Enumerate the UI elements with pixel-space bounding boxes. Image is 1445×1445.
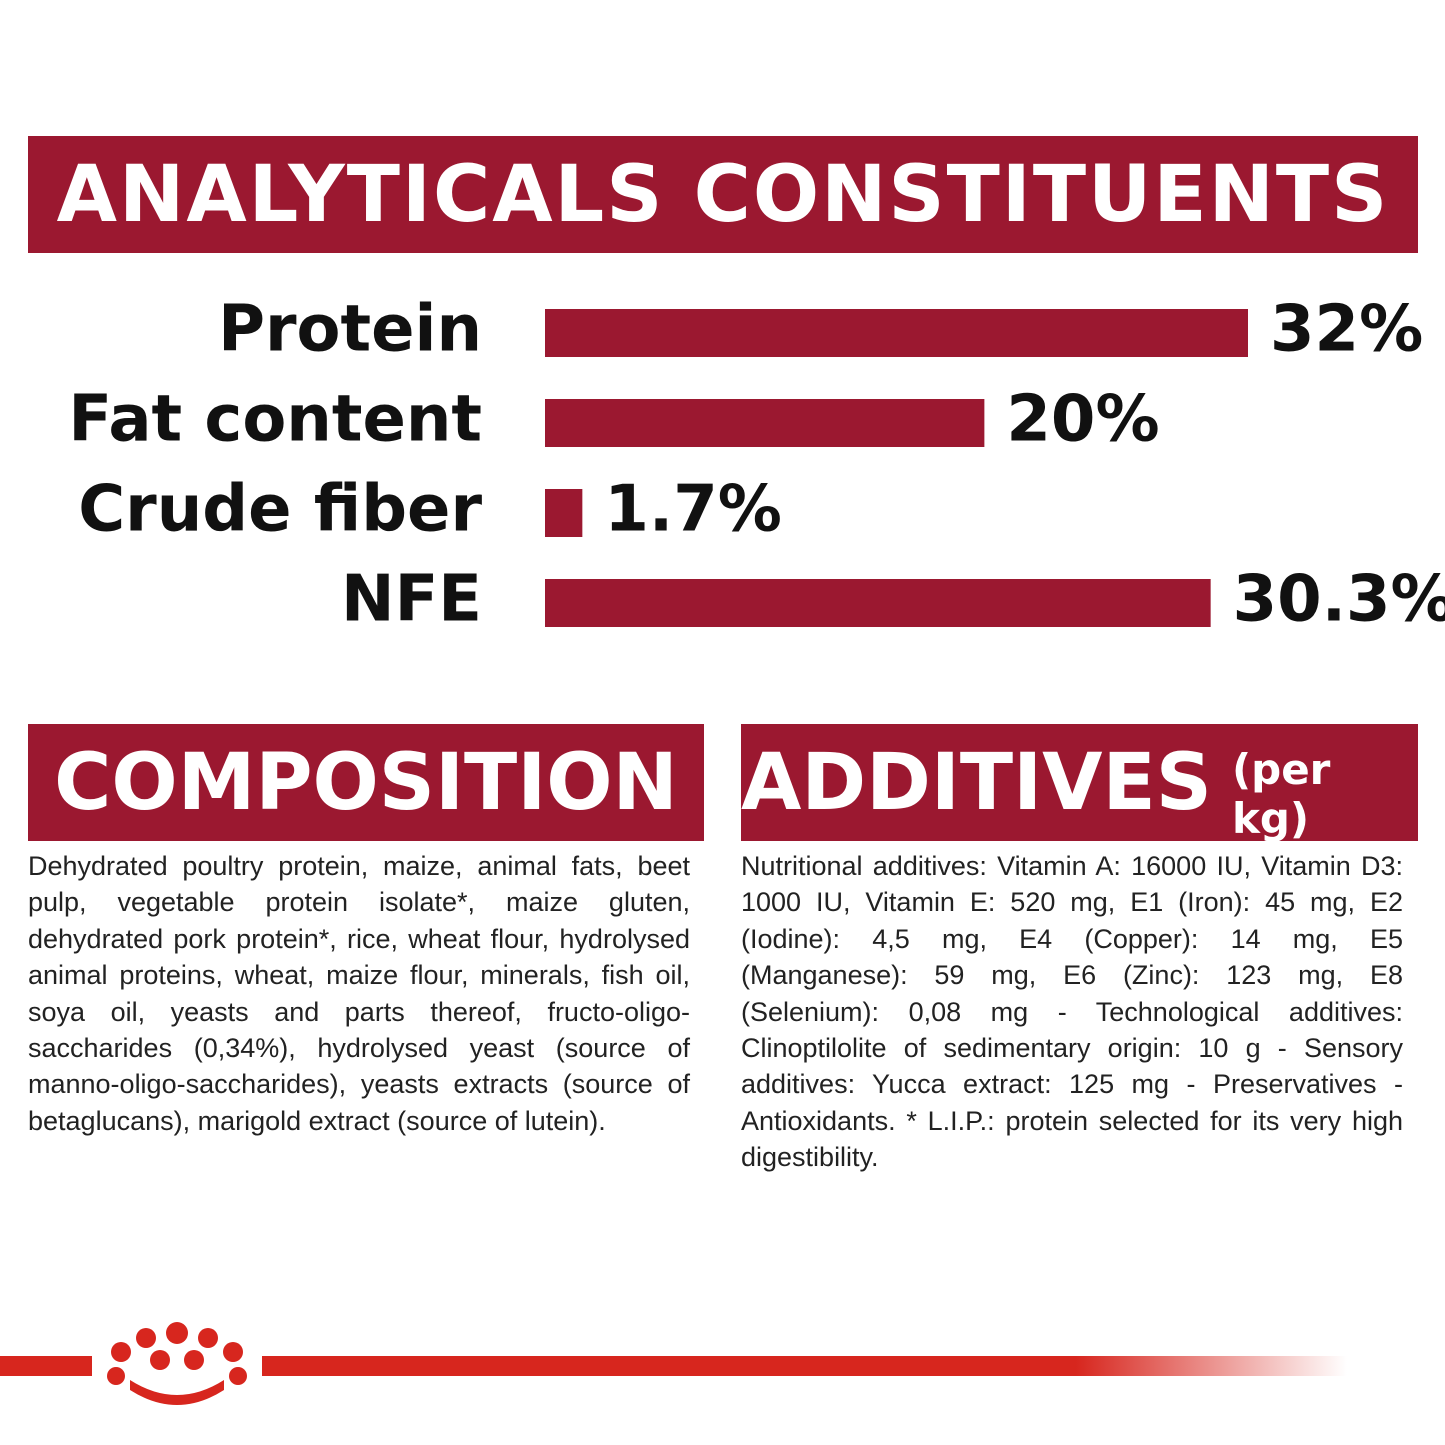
additives-title: ADDITIVES: [741, 737, 1212, 828]
composition-title: COMPOSITION: [28, 724, 704, 841]
additives-header: ADDITIVES (per kg): [741, 724, 1418, 843]
value-label: 1.7%: [604, 473, 782, 547]
chart: Protein 32% Fat content 20% Crude fiber 1.7% N…: [68, 293, 1445, 637]
footer-line: [262, 1356, 1347, 1376]
value-label: 20%: [1006, 383, 1159, 457]
bar: [545, 309, 1248, 357]
bar: [545, 489, 583, 537]
composition-text: Dehydrated poultry protein, maize, anima…: [28, 851, 690, 1136]
category-label: Fat content: [68, 383, 482, 457]
footer-logo: [0, 1322, 1347, 1405]
crown: [107, 1322, 247, 1405]
category-label: Crude fiber: [78, 473, 482, 547]
bar: [545, 579, 1211, 627]
category-label: Protein: [218, 293, 482, 367]
value-label: 32%: [1270, 293, 1423, 367]
additives-text: Nutritional additives: Vitamin A: 16000 …: [741, 851, 1403, 1173]
additives-subtitle: (per kg): [1231, 744, 1331, 843]
value-label: 30.3%: [1233, 563, 1445, 637]
category-label: NFE: [341, 563, 482, 637]
footer-line: [0, 1356, 92, 1376]
bar: [545, 399, 985, 447]
chart-title: ANALYTICALS CONSTITUENTS: [28, 136, 1418, 253]
